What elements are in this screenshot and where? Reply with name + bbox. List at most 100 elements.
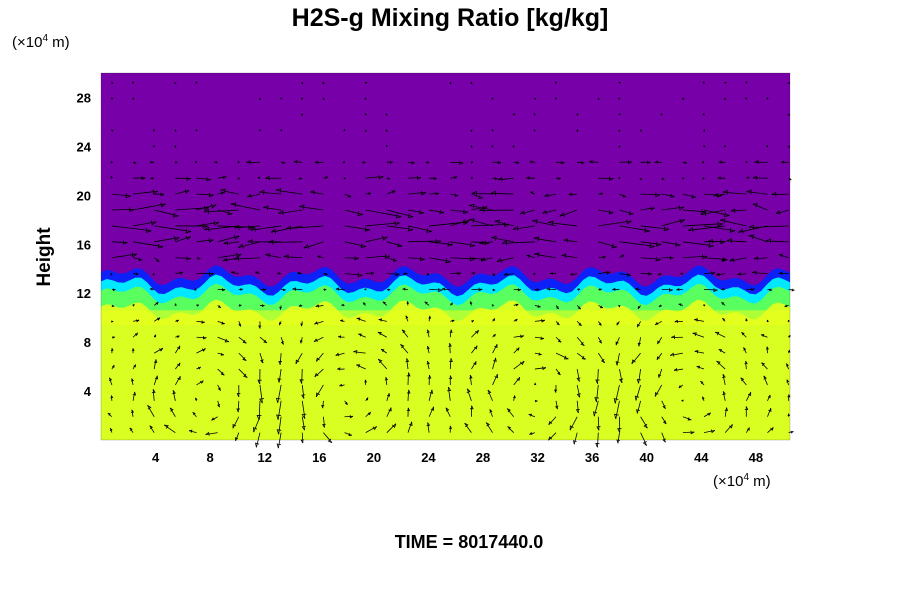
velocity-vector — [132, 319, 140, 323]
vector-head — [385, 113, 388, 116]
vector-head — [536, 288, 540, 292]
velocity-vector — [335, 352, 345, 357]
velocity-vector — [111, 207, 135, 213]
velocity-vector — [301, 384, 306, 399]
vector-head — [558, 177, 562, 180]
vector-shaft — [640, 257, 661, 260]
velocity-vector — [595, 369, 600, 384]
velocity-vector — [196, 257, 201, 260]
velocity-vector — [322, 416, 326, 428]
velocity-vector — [276, 432, 282, 449]
velocity-vector — [147, 405, 155, 417]
vector-head — [470, 161, 474, 164]
vector-head — [247, 193, 252, 198]
vector-shaft — [752, 272, 768, 275]
velocity-vector — [619, 368, 624, 384]
velocity-vector — [450, 193, 459, 197]
vector-head — [609, 176, 614, 181]
vector-shaft — [169, 407, 176, 417]
vector-head — [791, 288, 795, 292]
velocity-vector — [426, 360, 430, 370]
y-tick-label: 4 — [84, 384, 92, 399]
y-unit-exponent: 4 — [42, 33, 49, 44]
velocity-vector — [767, 288, 773, 292]
vector-head — [595, 379, 600, 384]
vector-head — [575, 409, 580, 414]
velocity-vector — [700, 209, 726, 217]
vector-shaft — [786, 379, 790, 386]
velocity-vector — [300, 432, 305, 444]
vector-head — [342, 160, 346, 164]
vector-shaft — [132, 257, 143, 261]
vector-shaft — [559, 209, 578, 217]
velocity-vector — [596, 416, 601, 431]
vector-head — [364, 129, 367, 132]
velocity-vector — [285, 225, 324, 231]
vector-shaft — [661, 400, 666, 409]
vector-head — [778, 271, 783, 275]
vector-shaft — [724, 407, 727, 417]
vector-head — [595, 443, 600, 448]
velocity-vector — [301, 81, 304, 85]
vector-shaft — [196, 348, 206, 354]
vector-head — [156, 317, 161, 321]
vector-shaft — [616, 353, 620, 366]
vector-shaft — [544, 193, 557, 197]
vector-head — [724, 81, 727, 84]
velocity-vector — [263, 205, 282, 211]
velocity-vector — [268, 239, 303, 245]
velocity-vector — [153, 359, 158, 370]
velocity-vector — [548, 432, 557, 441]
vector-head — [520, 334, 525, 339]
velocity-vector — [365, 192, 372, 196]
vector-shaft — [655, 320, 662, 326]
vector-head — [513, 395, 516, 399]
vector-head — [175, 161, 178, 164]
velocity-vector — [763, 375, 768, 386]
vector-head — [365, 397, 369, 401]
vector-shaft — [265, 254, 282, 259]
velocity-vector — [788, 334, 791, 338]
vector-head — [438, 288, 443, 293]
vector-head — [248, 224, 254, 230]
vector-shaft — [682, 431, 695, 434]
vector-head — [205, 431, 210, 436]
velocity-vector — [237, 160, 240, 164]
vector-shaft — [573, 432, 578, 445]
vector-head — [149, 160, 153, 164]
vector-shaft — [619, 225, 650, 232]
velocity-vector — [745, 427, 750, 433]
vector-head — [263, 205, 269, 211]
vector-head — [201, 348, 206, 352]
velocity-vector — [386, 423, 397, 433]
vector-shaft — [576, 368, 580, 382]
vector-head — [469, 218, 475, 223]
velocity-vector — [175, 161, 178, 164]
vector-head — [581, 161, 585, 165]
velocity-vector — [298, 176, 303, 180]
vector-head — [561, 253, 567, 258]
velocity-vector — [744, 360, 748, 370]
vector-head — [395, 272, 400, 277]
vector-shaft — [494, 220, 514, 227]
velocity-vector — [681, 399, 684, 402]
vector-head — [425, 160, 429, 164]
velocity-vector — [400, 344, 409, 354]
vector-head — [670, 194, 675, 198]
vector-head — [469, 203, 475, 209]
vector-shaft — [748, 235, 768, 243]
vector-head — [303, 244, 310, 250]
vector-shaft — [763, 375, 768, 386]
vector-head — [362, 302, 366, 306]
vector-head — [627, 160, 632, 165]
vector-head — [152, 145, 155, 148]
velocity-vector — [385, 144, 389, 148]
velocity-vector — [316, 352, 324, 362]
vector-head — [654, 321, 659, 326]
velocity-vector — [513, 376, 521, 386]
vector-shaft — [428, 389, 433, 401]
vector-head — [621, 254, 625, 258]
velocity-vector — [485, 422, 493, 433]
vector-head — [778, 253, 783, 258]
vector-head — [557, 371, 561, 376]
